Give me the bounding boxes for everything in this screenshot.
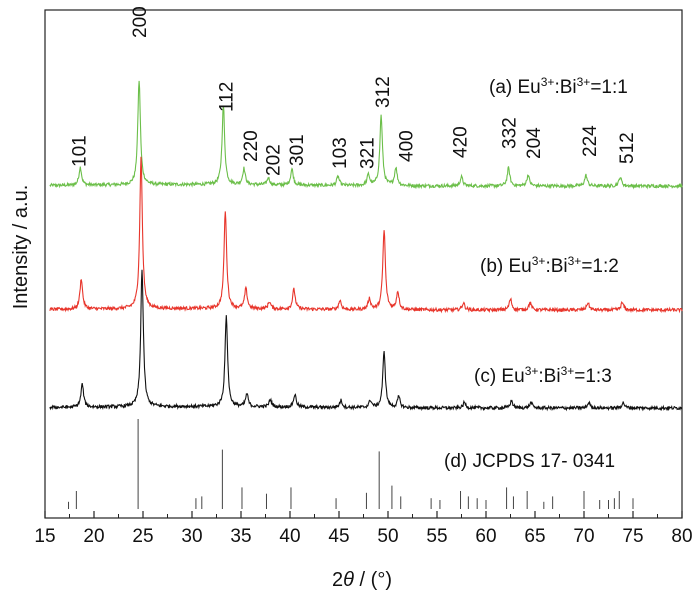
x-tick-label: 65 — [524, 526, 545, 547]
series-label-part: (b) Eu — [480, 256, 532, 277]
series-label-part: (a) Eu — [489, 77, 541, 98]
x-tick-label: 30 — [181, 526, 202, 547]
series-label-part: :Bi — [554, 77, 576, 98]
x-tick-label: 75 — [622, 526, 643, 547]
reference-label: (d) JCPDS 17- 0341 — [444, 451, 615, 472]
series-label-part: 3+ — [541, 75, 555, 89]
series-c-line — [49, 269, 683, 412]
series-lines — [49, 80, 683, 412]
x-tick-label: 25 — [132, 526, 153, 547]
x-tick-label: 15 — [34, 526, 55, 547]
series-label-part: =1:2 — [581, 256, 619, 277]
series-label-part: 3+ — [568, 254, 582, 268]
series-label-part: 3+ — [532, 254, 546, 268]
peak-label: 202 — [263, 144, 284, 176]
peak-label: 204 — [524, 127, 545, 159]
x-tick-label: 35 — [230, 526, 251, 547]
series-label-part: =1:3 — [574, 366, 612, 387]
x-tick-label: 70 — [573, 526, 594, 547]
y-axis-label: Intensity / a.u. — [10, 185, 32, 310]
x-axis-label-symbol: θ — [343, 569, 354, 591]
series-a-label: (a) Eu3+:Bi3+=1:1 — [489, 75, 628, 98]
peak-label: 420 — [451, 126, 472, 158]
x-tick-label: 40 — [279, 526, 300, 547]
peak-label: 400 — [397, 130, 418, 162]
peak-label: 512 — [617, 132, 638, 164]
peak-label: 103 — [330, 137, 351, 169]
peak-label: 200 — [130, 6, 151, 38]
series-label-part: :Bi — [538, 366, 560, 387]
peak-label: 220 — [241, 130, 262, 162]
x-axis: 15 20 25 30 35 40 45 50 55 60 65 70 75 80 — [34, 511, 693, 547]
peak-label: 112 — [216, 82, 237, 112]
series-b-line — [49, 156, 683, 314]
x-axis-label: 2θ / (°) — [332, 569, 392, 591]
series-label-part: 3+ — [577, 75, 591, 89]
reference-lines — [68, 419, 634, 509]
x-axis-label-prefix: 2 — [332, 569, 343, 591]
series-label-part: :Bi — [545, 256, 567, 277]
series-label-part: 3+ — [525, 364, 539, 378]
x-tick-label: 45 — [328, 526, 349, 547]
x-tick-label: 20 — [83, 526, 104, 547]
peak-label: 321 — [357, 137, 378, 169]
series-label-part: 3+ — [561, 364, 575, 378]
series-b-label: (b) Eu3+:Bi3+=1:2 — [480, 254, 619, 277]
series-labels: (a) Eu3+:Bi3+=1:1(b) Eu3+:Bi3+=1:2(c) Eu… — [444, 75, 628, 472]
peak-label: 224 — [580, 125, 601, 157]
x-tick-label: 55 — [426, 526, 447, 547]
x-tick-label: 50 — [377, 526, 398, 547]
series-a-line — [49, 80, 683, 190]
series-c-label: (c) Eu3+:Bi3+=1:3 — [474, 364, 612, 387]
peak-label: 332 — [500, 117, 521, 149]
peak-label: 312 — [373, 76, 394, 108]
x-tick-label: 80 — [671, 526, 692, 547]
series-label-part: =1:1 — [590, 77, 628, 98]
peak-label: 301 — [287, 134, 308, 166]
x-tick-label: 60 — [475, 526, 496, 547]
series-label-part: (c) Eu — [474, 366, 525, 387]
peak-label: 101 — [69, 135, 90, 167]
x-axis-label-suffix: / (°) — [354, 569, 392, 591]
